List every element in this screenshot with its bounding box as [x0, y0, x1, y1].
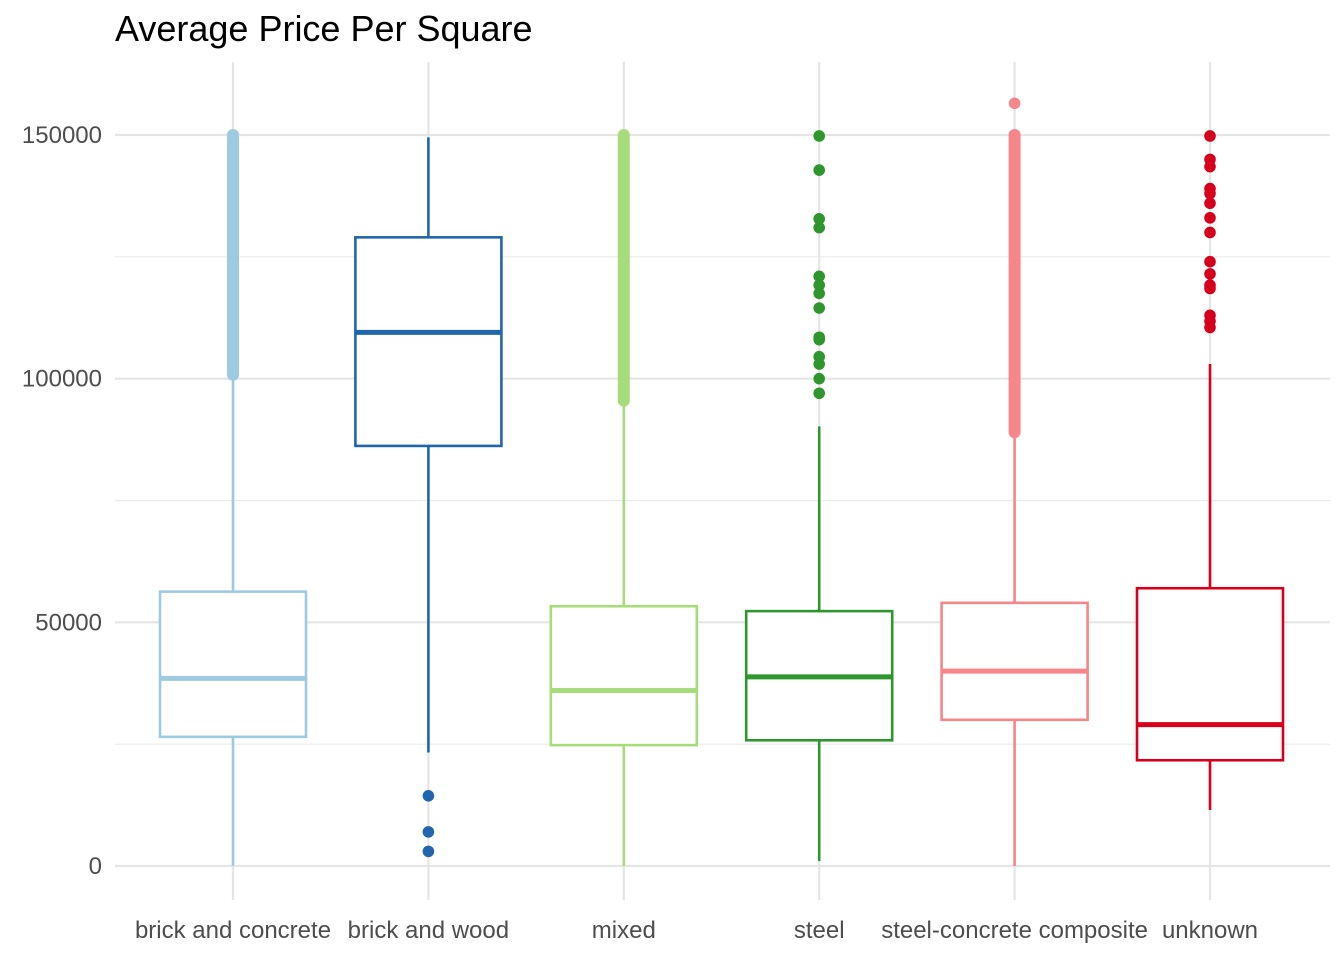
outlier-point [813, 279, 825, 291]
box-group [1135, 130, 1285, 810]
x-tick-label: steel [794, 917, 845, 944]
outlier-point [813, 331, 825, 344]
y-tick-label: 100000 [22, 366, 102, 393]
outlier-point [813, 302, 825, 314]
x-tick-label: unknown [1162, 917, 1258, 944]
box-group [354, 137, 503, 858]
outlier-point [813, 213, 825, 225]
chart-title: Average Price Per Square [115, 8, 533, 49]
outlier-point [422, 790, 435, 802]
y-tick-label: 0 [89, 853, 102, 880]
outlier-point [1204, 182, 1216, 195]
box-group [549, 129, 699, 866]
x-tick-label: brick and concrete [135, 917, 331, 944]
outlier-point [1204, 309, 1216, 322]
boxes [158, 97, 1285, 866]
iqr-box [940, 601, 1089, 722]
outlier-point [1008, 97, 1021, 110]
outlier-point [1204, 153, 1216, 166]
iqr-box [158, 590, 308, 739]
outlier-point [1204, 197, 1216, 210]
box-group [158, 129, 308, 866]
box-group [744, 130, 894, 862]
grid [115, 62, 1330, 900]
y-axis-ticks: 0 50000 100000 150000 [22, 122, 102, 880]
iqr-box [549, 604, 699, 747]
x-tick-label: brick and wood [348, 917, 509, 944]
outlier-point [1204, 212, 1216, 224]
outlier-point [813, 130, 825, 142]
outlier-point [1204, 255, 1216, 268]
outlier-point [813, 387, 825, 400]
y-tick-label: 150000 [22, 122, 102, 149]
x-tick-label: steel-concrete composite [881, 917, 1148, 944]
x-axis-ticks: brick and concrete brick and wood mixed ste… [135, 917, 1258, 944]
y-tick-label: 50000 [35, 609, 102, 636]
outlier-point [1204, 226, 1216, 239]
iqr-box [354, 236, 503, 448]
outlier-point [1204, 268, 1216, 280]
outlier-point [1204, 130, 1216, 142]
box-group [940, 97, 1089, 866]
outlier-point [813, 270, 825, 283]
x-tick-label: mixed [592, 917, 656, 944]
outlier-point [813, 221, 825, 234]
outlier-point [813, 287, 825, 300]
iqr-box [1135, 586, 1285, 762]
outlier-point [813, 164, 825, 176]
outlier-point [422, 826, 435, 838]
outlier-point [813, 350, 825, 363]
outlier-point [813, 372, 825, 385]
outlier-point [422, 845, 435, 858]
outlier-point [1204, 279, 1216, 291]
